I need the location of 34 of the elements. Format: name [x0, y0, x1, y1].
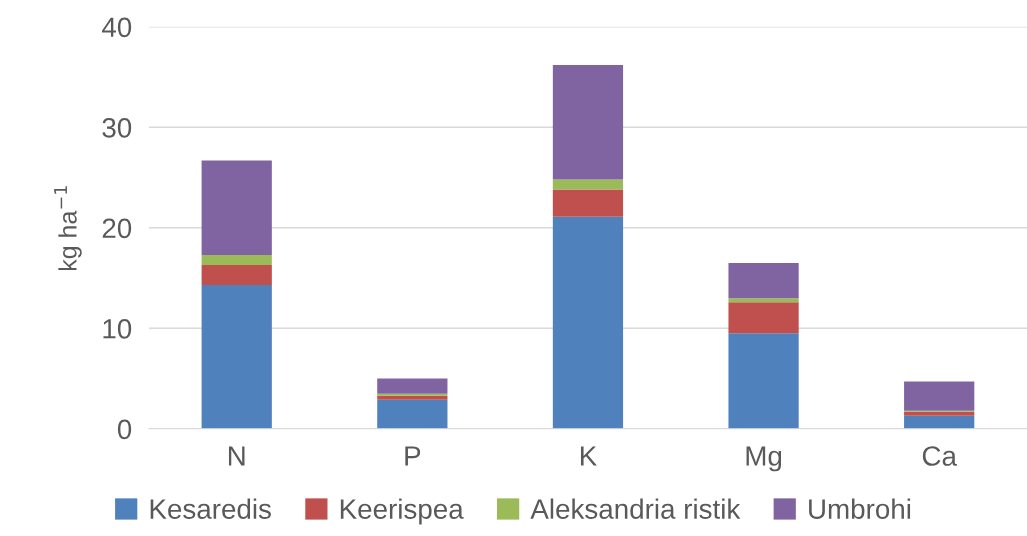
x-tick-label: P	[405, 446, 421, 466]
x-tick-label: N	[228, 446, 245, 466]
bar	[377, 395, 448, 400]
bar	[904, 411, 975, 416]
legend-label: Umbrohi	[809, 498, 911, 519]
bar	[904, 415, 975, 429]
bar	[201, 264, 272, 286]
y-tick-label: 40	[101, 17, 132, 38]
x-tick-label: K	[580, 446, 597, 466]
y-axis-title: kg ha$^{−1}$	[54, 186, 82, 271]
x-tick-label: Ca	[922, 446, 957, 466]
bar	[728, 298, 799, 303]
legend-label: Keerispea	[340, 498, 464, 525]
bar	[201, 254, 272, 265]
x-tick-label: Mg	[746, 446, 782, 472]
bar	[377, 393, 448, 396]
bar	[728, 302, 799, 334]
bar	[552, 216, 624, 429]
bar	[728, 333, 799, 429]
bar	[552, 189, 624, 217]
y-tick-label: 10	[103, 318, 132, 339]
legend-label: Aleksandria ristik	[530, 498, 741, 519]
y-tick-label: 20	[102, 218, 132, 239]
bar	[201, 160, 272, 255]
bar	[904, 381, 975, 411]
bar	[377, 378, 448, 394]
y-tick-label: 30	[102, 117, 132, 138]
bar	[201, 285, 272, 429]
legend-label: Kesaredis	[150, 498, 271, 519]
y-tick-label: 0	[117, 419, 132, 440]
bar	[552, 64, 624, 180]
bar	[377, 399, 448, 429]
bar	[552, 179, 624, 190]
bar	[728, 262, 799, 299]
